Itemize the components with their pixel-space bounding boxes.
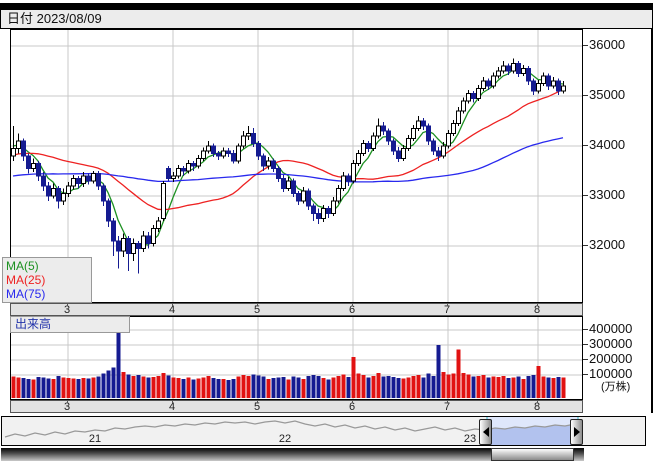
- price-axis-tick-label: 35000: [589, 87, 626, 102]
- month-axis-tick-mark: [537, 400, 538, 403]
- nav-year-label: 21: [88, 433, 102, 445]
- candlestick-chart-svg: [11, 30, 582, 302]
- month-axis-label: 3: [63, 401, 71, 413]
- nav-left-handle[interactable]: [479, 419, 492, 445]
- month-axis-label: 4: [168, 401, 176, 413]
- month-axis-label: 4: [168, 304, 176, 316]
- month-axis-tick-mark: [537, 303, 538, 306]
- price-axis-tick-label: 32000: [589, 237, 626, 252]
- volume-axis-tick-label: 200000: [589, 351, 633, 366]
- month-axis-tick-mark: [67, 400, 68, 403]
- month-axis-tick-mark: [257, 400, 258, 403]
- month-axis-label: 8: [533, 401, 541, 413]
- month-axis-label: 3: [63, 304, 71, 316]
- month-axis-strip-volume: [10, 400, 583, 413]
- ma75-legend-label: MA(75): [6, 287, 46, 301]
- volume-axis-tick-mark: [583, 359, 588, 360]
- volume-axis-tick-mark: [583, 374, 588, 375]
- month-axis-label: 6: [348, 304, 356, 316]
- month-axis-label: 5: [253, 304, 261, 316]
- right-border-line: [651, 3, 653, 413]
- price-axis-tick-label: 36000: [589, 37, 626, 52]
- volume-axis-tick-label: 100000: [589, 366, 633, 381]
- volume-axis-tick-mark: [583, 344, 588, 345]
- nav-right-arrow-icon: [573, 427, 580, 437]
- nav-right-handle[interactable]: [570, 419, 583, 445]
- ma5-legend-label: MA(5): [6, 259, 39, 273]
- volume-axis-tick-label: 300000: [589, 336, 633, 351]
- volume-axis-tick-mark: [583, 329, 588, 330]
- price-axis-tick-mark: [583, 145, 588, 146]
- scrollbar-thumb[interactable]: [491, 448, 574, 461]
- volume-chart-svg: [11, 317, 582, 399]
- month-axis-strip-main: [10, 303, 583, 316]
- nav-year-label: 22: [278, 433, 292, 445]
- month-axis-tick-mark: [447, 303, 448, 306]
- volume-panel: [10, 316, 583, 400]
- month-axis-tick-mark: [352, 400, 353, 403]
- nav-left-arrow-icon: [482, 427, 489, 437]
- price-axis-tick-mark: [583, 195, 588, 196]
- volume-title-box: 出来高: [10, 316, 130, 333]
- price-axis-tick-mark: [583, 245, 588, 246]
- price-axis-tick-label: 34000: [589, 137, 626, 152]
- month-axis-tick-mark: [257, 303, 258, 306]
- volume-axis-tick-label: 400000: [589, 321, 633, 336]
- date-label: 日付 2023/08/09: [7, 11, 102, 26]
- candlestick-panel: [10, 29, 583, 303]
- navigator: [1, 416, 646, 446]
- nav-selection[interactable]: [486, 417, 577, 445]
- month-axis-label: 6: [348, 401, 356, 413]
- nav-year-label: 23: [463, 433, 477, 445]
- date-header: 日付 2023/08/09: [0, 9, 653, 29]
- ma-legend: MA(5) MA(25) MA(75): [2, 257, 92, 303]
- month-axis-label: 5: [253, 401, 261, 413]
- month-axis-label: 8: [533, 304, 541, 316]
- month-axis-label: 7: [443, 401, 451, 413]
- month-axis-tick-mark: [352, 303, 353, 306]
- price-axis-tick-label: 33000: [589, 187, 626, 202]
- volume-unit-label: (万株): [601, 381, 631, 393]
- month-axis-tick-mark: [447, 400, 448, 403]
- volume-title-label: 出来高: [15, 317, 52, 331]
- scrollbar-track[interactable]: [1, 448, 584, 461]
- month-axis-tick-mark: [172, 400, 173, 403]
- month-axis-label: 7: [443, 304, 451, 316]
- price-axis-tick-mark: [583, 95, 588, 96]
- top-border-bar: [0, 3, 653, 9]
- month-axis-tick-mark: [67, 303, 68, 306]
- price-axis-tick-mark: [583, 45, 588, 46]
- month-axis-tick-mark: [172, 303, 173, 306]
- ma25-legend-label: MA(25): [6, 273, 46, 287]
